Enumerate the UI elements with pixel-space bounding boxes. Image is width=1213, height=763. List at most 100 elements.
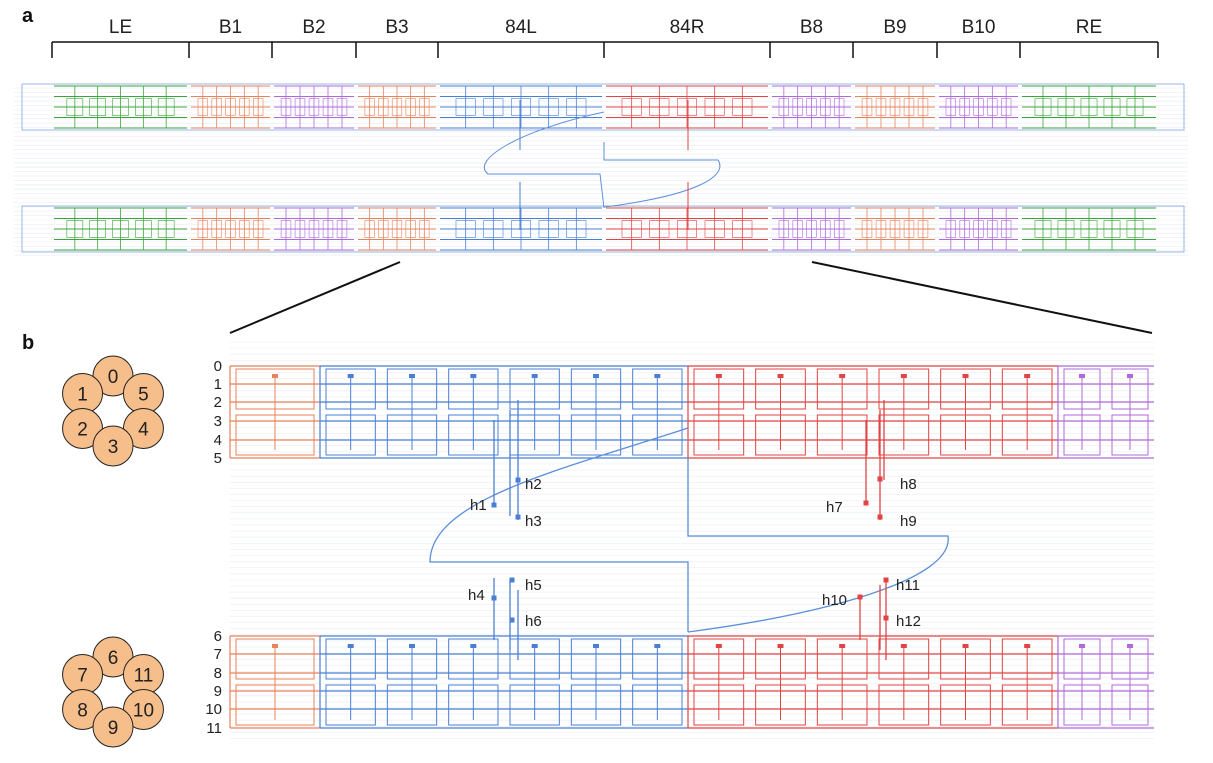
bundle-top-84r: [687, 365, 1058, 459]
panel-b-cross-sections: 01 5 2 43 67 11 8 10 9: [62, 355, 164, 748]
segment-label-b1: B1: [219, 17, 242, 38]
bundle-outline: [21, 83, 1185, 131]
helix-label-h10: h10: [822, 592, 847, 609]
row-number-7: 7: [214, 646, 222, 663]
helix-label-h9: h9: [900, 513, 917, 530]
panel-a-letter: a: [22, 5, 34, 27]
helix-circle-label-1: 1: [77, 385, 88, 406]
row-number-3: 3: [214, 413, 222, 430]
panel-b-crossover-strands: [429, 400, 949, 660]
segment-label-b10: B10: [962, 17, 996, 38]
bundle-b9: [855, 207, 935, 251]
helix-circle-label-4: 4: [138, 420, 149, 441]
panel-a: a LE B1 B2 B3 84L 84R B8 B9 B10 RE: [14, 5, 1188, 256]
helix-marker-h8: [877, 476, 883, 482]
crossover-strand-left: [429, 427, 689, 632]
segment-label-b2: B2: [302, 17, 325, 38]
bundle-top-84l: [319, 365, 688, 459]
row-number-10: 10: [205, 701, 222, 718]
bundle-b10: [939, 85, 1018, 129]
helix-label-h12: h12: [896, 613, 921, 630]
bundle-b1: [191, 207, 270, 251]
cross-section-bottom: 67 11 8 10 9: [62, 636, 164, 748]
segment-bracket: [51, 41, 1159, 58]
helix-circle-label-9: 9: [108, 718, 119, 739]
bundle-re: [1022, 85, 1156, 129]
helix-label-h1: h1: [470, 497, 487, 514]
helix-label-h4: h4: [468, 587, 485, 604]
segment-label-b8: B8: [800, 17, 823, 38]
helix-circle-label-10: 10: [133, 701, 154, 722]
bundle-84r: [606, 85, 768, 129]
bundle-b8: [772, 85, 851, 129]
helix-marker-h5: [509, 577, 515, 583]
helix-circle-label-0: 0: [108, 367, 119, 388]
segment-label-b9: B9: [883, 17, 906, 38]
row-number-2: 2: [214, 394, 222, 411]
bundle-b10: [939, 207, 1018, 251]
helix-circle-label-11: 11: [134, 666, 154, 687]
helix-circle-label-6: 6: [108, 648, 119, 669]
panel-b-letter: b: [22, 332, 34, 354]
helix-circle-label-2: 2: [77, 420, 88, 441]
helix-marker-h2: [515, 477, 521, 483]
helix-marker-h7: [863, 500, 869, 506]
segment-labels: LE B1 B2 B3 84L 84R B8 B9 B10 RE: [109, 17, 1102, 38]
panel-b-helix-labels: h1 h2 h3 h4 h5 h6 h7 h8 h9 h10 h11 h12: [468, 476, 921, 630]
helix-marker-h3: [515, 514, 521, 520]
helix-marker-h11: [883, 577, 889, 583]
bundle-top-b3: [229, 365, 320, 459]
bundle-le: [54, 85, 187, 129]
row-number-9: 9: [214, 683, 222, 700]
helix-marker-h6: [509, 617, 515, 623]
helix-label-h6: h6: [525, 613, 542, 630]
helix-label-h7: h7: [826, 499, 843, 516]
helix-circle-label-7: 7: [77, 666, 88, 687]
helix-marker-h4: [491, 595, 497, 601]
helix-marker-h9: [877, 514, 883, 520]
helix-label-h3: h3: [525, 513, 542, 530]
helix-label-h11: h11: [896, 577, 920, 594]
bundle-b3: [358, 85, 436, 129]
panel-b-scaffold-grid: [229, 341, 1154, 739]
segment-label-84r: 84R: [670, 17, 705, 38]
helix-marker-h12: [883, 615, 889, 621]
row-number-4: 4: [214, 432, 222, 449]
row-number-5: 5: [214, 450, 222, 467]
bundle-b1: [191, 85, 270, 129]
bundle-top-b8: [1057, 365, 1154, 459]
zoom-line-right: [811, 261, 1153, 334]
panel-a-crossover: [483, 111, 721, 209]
bundle-b2: [274, 207, 354, 251]
row-number-6: 6: [214, 628, 222, 645]
helix-marker-h1: [491, 502, 497, 508]
helix-label-h8: h8: [900, 476, 917, 493]
bundle-outline: [21, 205, 1185, 253]
helix-marker-h10: [857, 594, 863, 600]
panel-a-origami-map: [14, 83, 1188, 256]
segment-label-84l: 84L: [505, 17, 537, 38]
bundle-84r: [606, 207, 768, 251]
bundle-bottom-84r: [687, 635, 1058, 729]
row-number-0: 0: [214, 358, 222, 375]
bundle-bottom-84l: [319, 635, 688, 729]
bundle-bottom-b8: [1057, 635, 1154, 729]
helix-circle-label-5: 5: [138, 385, 149, 406]
helix-circle-label-3: 3: [108, 437, 119, 458]
bundle-84l: [440, 207, 602, 251]
row-number-1: 1: [214, 376, 222, 393]
bundle-b8: [772, 207, 851, 251]
row-number-11: 11: [206, 720, 222, 737]
segment-label-b3: B3: [385, 17, 408, 38]
segment-label-re: RE: [1076, 17, 1102, 38]
helix-circle-label-8: 8: [77, 701, 88, 722]
bundle-b9: [855, 85, 935, 129]
bundle-b2: [274, 85, 354, 129]
zoom-line-left: [229, 261, 401, 334]
helix-label-h2: h2: [525, 476, 542, 493]
segment-label-le: LE: [109, 17, 132, 38]
cross-section-top: 01 5 2 43: [62, 355, 164, 467]
bundle-le: [54, 207, 187, 251]
